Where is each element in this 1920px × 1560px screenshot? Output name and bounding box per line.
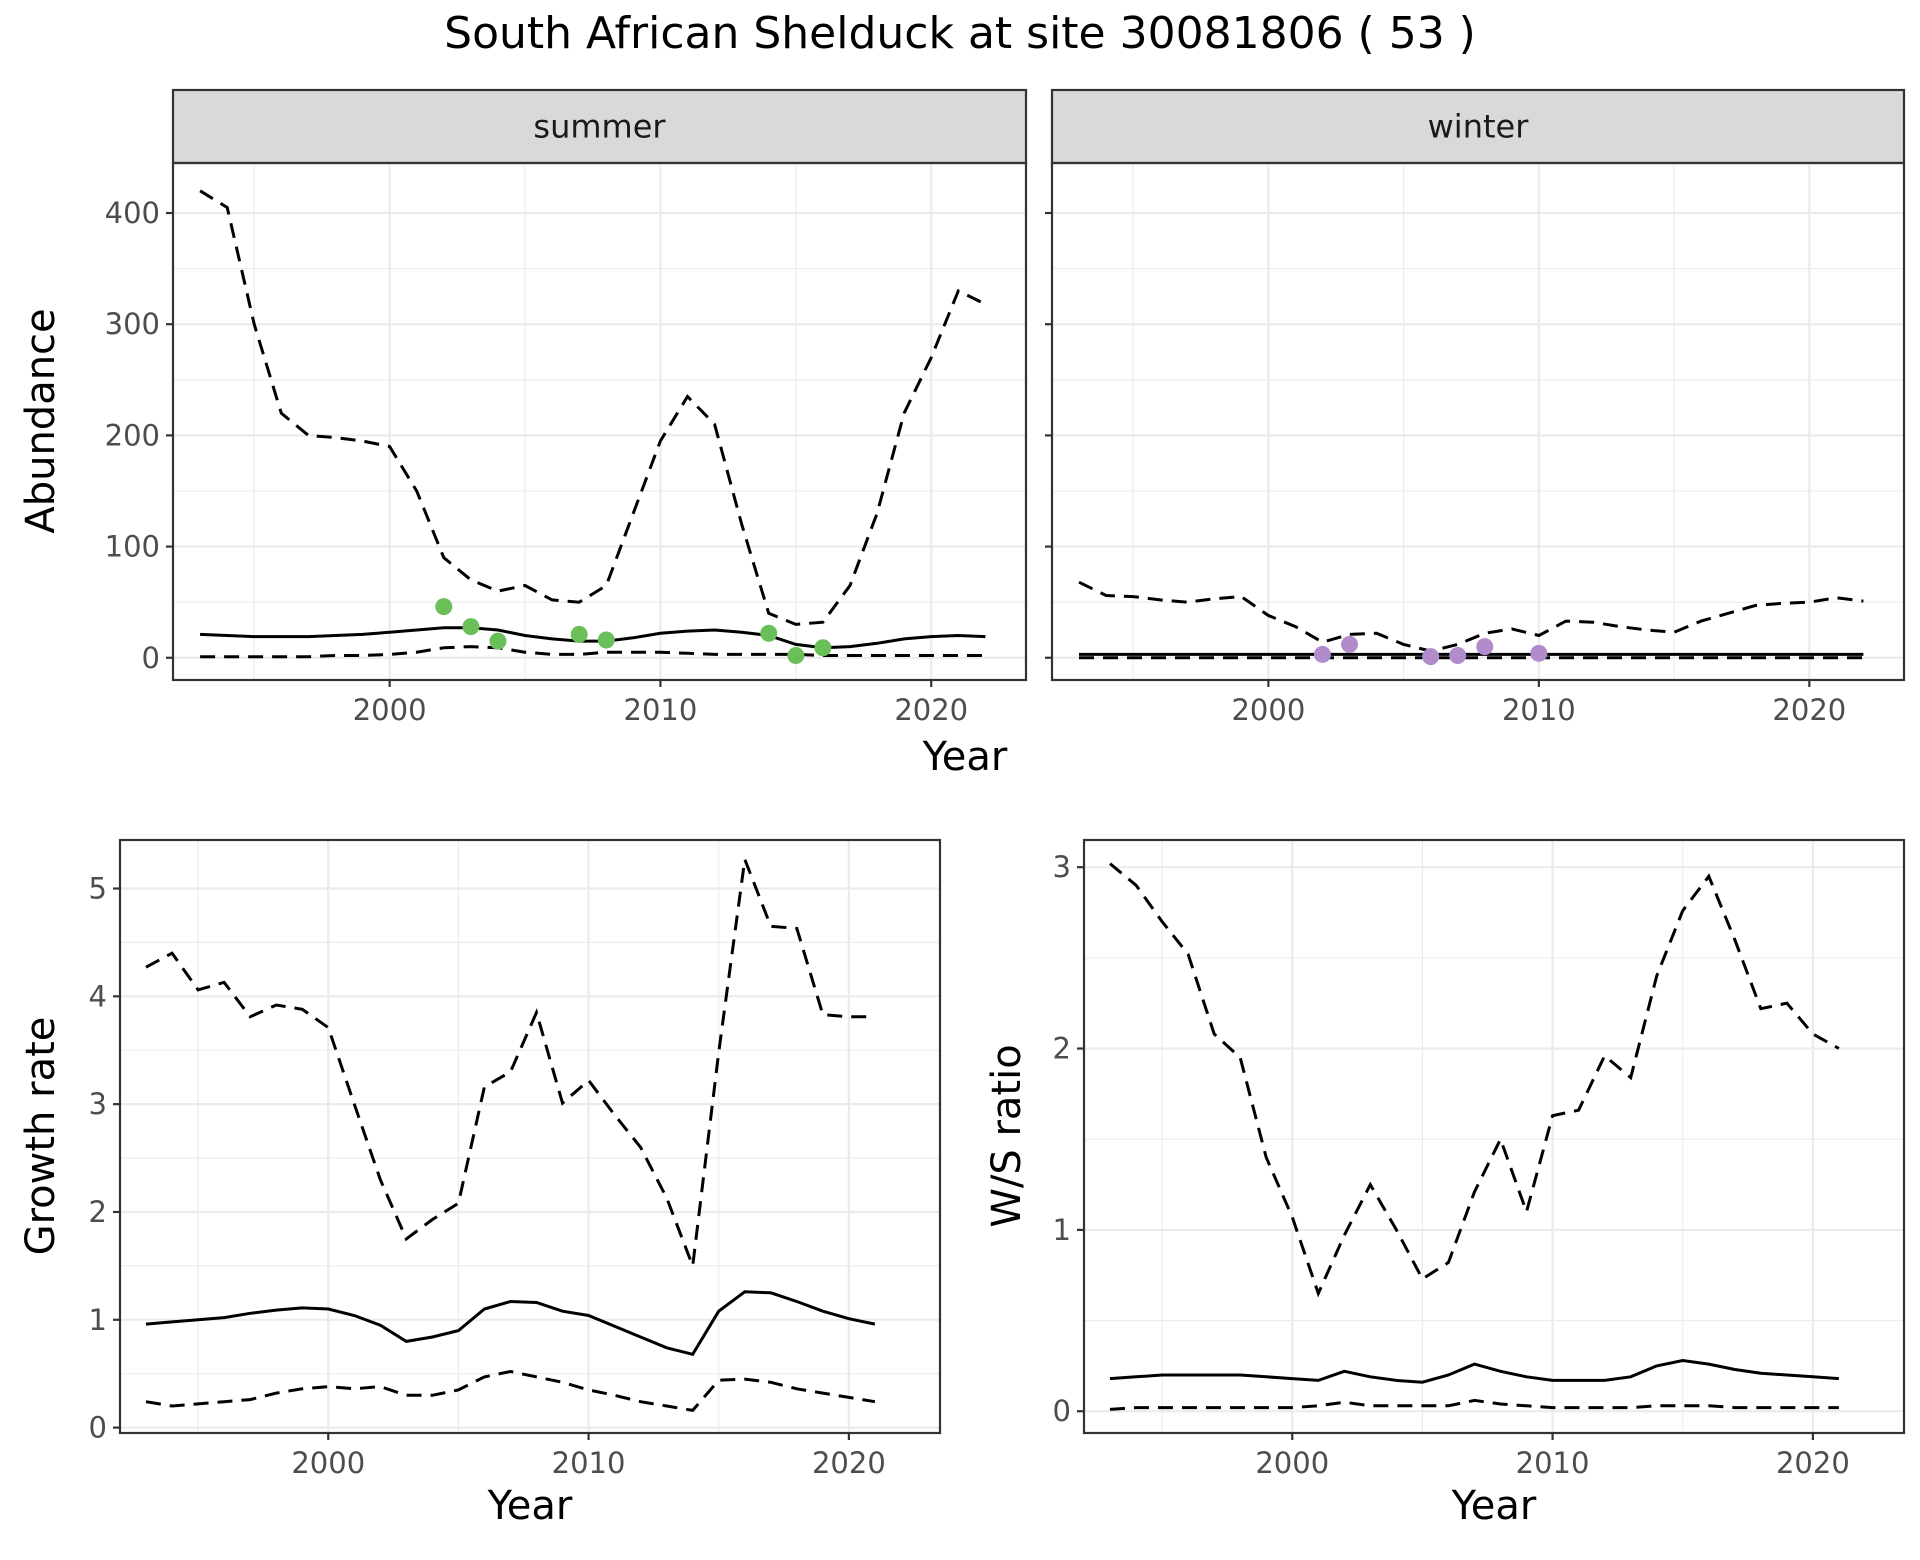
series-line-upper-bound	[199, 189, 987, 626]
data-point	[489, 632, 507, 650]
y-tick-label: 300	[105, 307, 160, 341]
y-tick-label: 2	[1053, 1032, 1071, 1066]
x-tick-label: 2020	[1772, 693, 1846, 727]
x-axis-title: Year	[922, 734, 1008, 780]
facet-strip	[171, 88, 1028, 165]
facet-strip	[1050, 88, 1906, 165]
data-point	[787, 647, 805, 665]
data-point	[597, 631, 615, 649]
data-point	[1313, 645, 1331, 663]
facet-panel-winter: winter 2000 2010 2020	[1045, 88, 1906, 727]
y-tick-label: 200	[105, 418, 160, 452]
data-point	[1476, 638, 1494, 656]
y-tick-label: 3	[1053, 850, 1071, 884]
data-point	[1449, 647, 1467, 665]
data-point	[435, 598, 453, 616]
facet-strip-label: winter	[1428, 108, 1530, 146]
y-tick-label: 1	[1053, 1213, 1071, 1247]
x-axis-title: Year	[1451, 1483, 1537, 1529]
facet-strip-label: summer	[533, 108, 666, 146]
data-point	[814, 639, 832, 657]
y-tick-label: 0	[1053, 1394, 1071, 1428]
series-line-upper-bound	[145, 858, 875, 1267]
data-point	[760, 624, 778, 642]
data-point	[1530, 644, 1548, 662]
series-line-lower-bound	[200, 645, 986, 659]
y-tick-label: 100	[105, 530, 160, 564]
x-tick-label: 2020	[812, 1446, 886, 1480]
y-tick-label: 0	[142, 641, 160, 675]
y-tick-label: 0	[89, 1411, 107, 1445]
series-line-estimate	[145, 1290, 876, 1357]
data-point	[462, 618, 480, 636]
data-point	[1341, 635, 1359, 653]
panel-border	[171, 161, 1028, 682]
panel-border	[1050, 161, 1906, 682]
x-tick-label: 2010	[1502, 693, 1576, 727]
x-tick-label: 2000	[1231, 693, 1305, 727]
x-tick-label: 2000	[1255, 1446, 1329, 1480]
x-tick-label: 2020	[1776, 1446, 1850, 1480]
abundance-chart: summer 2000 2010 2020 0 100 200 300 400 winter 200…	[18, 88, 1906, 780]
x-tick-label: 2000	[353, 693, 427, 727]
x-axis-title: Year	[487, 1483, 573, 1529]
growth-rate-chart: 2000 2010 2020 0 1 2 3 4 5 Year Growth rate	[18, 838, 942, 1529]
data-point	[570, 625, 588, 643]
series-line-upper-bound	[1109, 862, 1840, 1298]
x-tick-label: 2010	[552, 1446, 626, 1480]
y-tick-label: 1	[89, 1303, 107, 1337]
y-axis-title: W/S ratio	[984, 1044, 1030, 1227]
data-point	[1422, 648, 1440, 666]
y-tick-label: 4	[89, 979, 107, 1013]
y-tick-label: 3	[89, 1087, 107, 1121]
y-tick-label: 400	[105, 196, 160, 230]
panel-border	[1082, 838, 1906, 1435]
series-line-lower-bound	[145, 1369, 876, 1413]
figure-title: South African Shelduck at site 30081806 …	[444, 8, 1476, 59]
series-line-estimate	[1109, 1358, 1840, 1384]
x-tick-label: 2020	[894, 693, 968, 727]
x-tick-label: 2010	[624, 693, 698, 727]
series-line-upper-bound	[1078, 580, 1864, 653]
series-line-estimate	[200, 626, 986, 650]
x-tick-label: 2000	[291, 1446, 365, 1480]
ws-ratio-chart: 2000 2010 2020 0 1 2 3 Year W/S ratio	[984, 838, 1906, 1529]
facet-panel-summer: summer 2000 2010 2020 0 100 200 300 400	[105, 88, 1028, 727]
x-tick-label: 2010	[1516, 1446, 1590, 1480]
series-line-lower-bound	[1109, 1398, 1839, 1411]
y-axis-title: Growth rate	[18, 1017, 64, 1256]
panel-border	[118, 838, 942, 1435]
y-tick-label: 2	[89, 1195, 107, 1229]
y-axis-title: Abundance	[18, 308, 64, 533]
y-tick-label: 5	[89, 872, 107, 906]
